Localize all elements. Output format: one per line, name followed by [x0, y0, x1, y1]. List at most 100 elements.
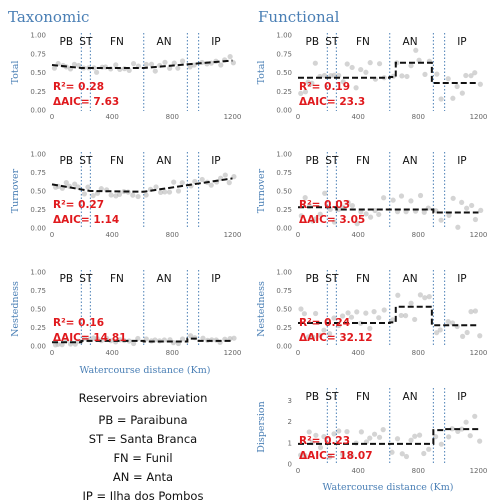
- data-point: [408, 63, 414, 69]
- data-point: [408, 437, 414, 443]
- data-point: [306, 429, 312, 435]
- data-point: [399, 73, 405, 79]
- data-point: [376, 315, 382, 321]
- data-point: [302, 89, 309, 95]
- region-label-fn: FN: [110, 273, 124, 285]
- data-point: [434, 71, 440, 77]
- delta-aic-label: ΔAIC= 3.05: [299, 214, 365, 226]
- region-label-fn: FN: [356, 155, 370, 167]
- data-point: [472, 308, 479, 314]
- data-point: [434, 330, 440, 336]
- x-tick-label: 1200: [224, 113, 242, 121]
- y-tick-label: 1: [288, 439, 292, 447]
- y-tick-label: 0.25: [276, 88, 292, 96]
- data-point: [421, 209, 427, 215]
- data-point: [468, 73, 474, 79]
- y-tick-label: 0.75: [30, 287, 46, 295]
- data-point: [450, 195, 456, 201]
- data-point: [298, 213, 304, 219]
- data-point: [72, 181, 78, 187]
- data-point: [313, 216, 319, 222]
- region-label-pb: PB: [60, 36, 74, 48]
- data-point: [398, 312, 404, 319]
- data-point: [390, 317, 396, 323]
- data-point: [467, 433, 473, 439]
- data-point: [175, 188, 182, 194]
- data-point: [305, 334, 312, 340]
- y-tick-label: 0.50: [30, 306, 46, 314]
- panel-tax-total: Total 0.00 0.25 0.50 0.75 1.00 0 400 800 1200 PB ST…: [10, 32, 241, 122]
- data-point: [437, 327, 443, 333]
- trend-line: [51, 59, 233, 69]
- data-point: [317, 211, 323, 217]
- data-point: [395, 292, 401, 298]
- region-label-ip: IP: [457, 391, 466, 403]
- data-point: [116, 191, 123, 198]
- y-axis-title: Turnover: [256, 168, 267, 213]
- delta-aic-label: ΔAIC= 1.14: [53, 214, 119, 226]
- x-tick-label: 0: [296, 231, 300, 239]
- y-tick-label: 0.50: [30, 69, 46, 77]
- data-point: [339, 313, 346, 319]
- y-tick-label: 0.00: [30, 107, 46, 115]
- data-point: [148, 61, 155, 67]
- data-point: [353, 85, 359, 91]
- data-point: [417, 192, 424, 199]
- x-tick-label: 800: [166, 113, 179, 121]
- data-point: [302, 195, 308, 201]
- data-point: [363, 211, 369, 217]
- x-tick-label: 400: [351, 113, 364, 121]
- data-point: [416, 432, 423, 438]
- data-point: [108, 192, 114, 198]
- legend-item-st: ST = Santa Branca: [89, 432, 197, 446]
- region-label-st: ST: [325, 36, 339, 48]
- data-point: [226, 180, 232, 186]
- y-tick-label: 1.00: [276, 32, 292, 40]
- data-point: [131, 340, 137, 347]
- y-tick-label: 0.75: [276, 50, 292, 58]
- y-tick-label: 0.50: [276, 306, 292, 314]
- data-point: [336, 322, 342, 329]
- region-label-an: AN: [157, 273, 172, 285]
- panel-fun-nestedness: Nestedness 0.00 0.25 0.50 0.75 1.00 0 400 800 120…: [256, 269, 487, 358]
- region-label-pb: PB: [60, 273, 74, 285]
- data-point: [464, 329, 470, 336]
- x-tick-label: 1200: [470, 349, 488, 357]
- y-tick-label: 1.00: [276, 269, 292, 277]
- data-point: [187, 64, 193, 70]
- data-point: [349, 453, 355, 459]
- data-point: [143, 192, 149, 198]
- data-point: [463, 419, 469, 425]
- data-point: [162, 59, 168, 65]
- region-label-ip: IP: [457, 36, 466, 48]
- reservoir-legend: Reservoirs abreviation PB = Paraibuna ST…: [79, 391, 208, 503]
- region-label-ip: IP: [457, 155, 466, 167]
- data-point: [113, 62, 119, 68]
- region-label-fn: FN: [356, 36, 370, 48]
- x-tick-label: 400: [105, 113, 118, 121]
- x-tick-label: 800: [412, 113, 425, 121]
- data-point: [354, 309, 360, 315]
- data-point: [477, 81, 483, 87]
- data-point: [158, 189, 164, 196]
- trend-line: [52, 337, 233, 344]
- delta-aic-label: ΔAIC= 7.63: [53, 96, 119, 108]
- data-point: [417, 292, 423, 298]
- data-point: [321, 434, 327, 440]
- data-point: [464, 205, 470, 211]
- region-label-an: AN: [157, 155, 172, 167]
- data-point: [438, 96, 444, 102]
- data-point: [438, 441, 444, 447]
- panel-fun-total: Total 0.00 0.25 0.50 0.75 1.00 0 400 800 1200 PB ST…: [256, 32, 487, 122]
- x-axis-label-right: Watercourse distance (Km): [323, 482, 454, 493]
- x-tick-label: 400: [351, 231, 364, 239]
- data-point: [455, 224, 461, 230]
- data-point: [472, 216, 479, 223]
- x-tick-label: 800: [412, 467, 425, 475]
- y-tick-label: 1.00: [276, 151, 292, 159]
- data-point: [354, 221, 360, 227]
- region-label-st: ST: [325, 273, 339, 285]
- data-point: [167, 65, 173, 71]
- region-label-fn: FN: [356, 391, 370, 403]
- y-tick-label: 0.75: [30, 50, 46, 58]
